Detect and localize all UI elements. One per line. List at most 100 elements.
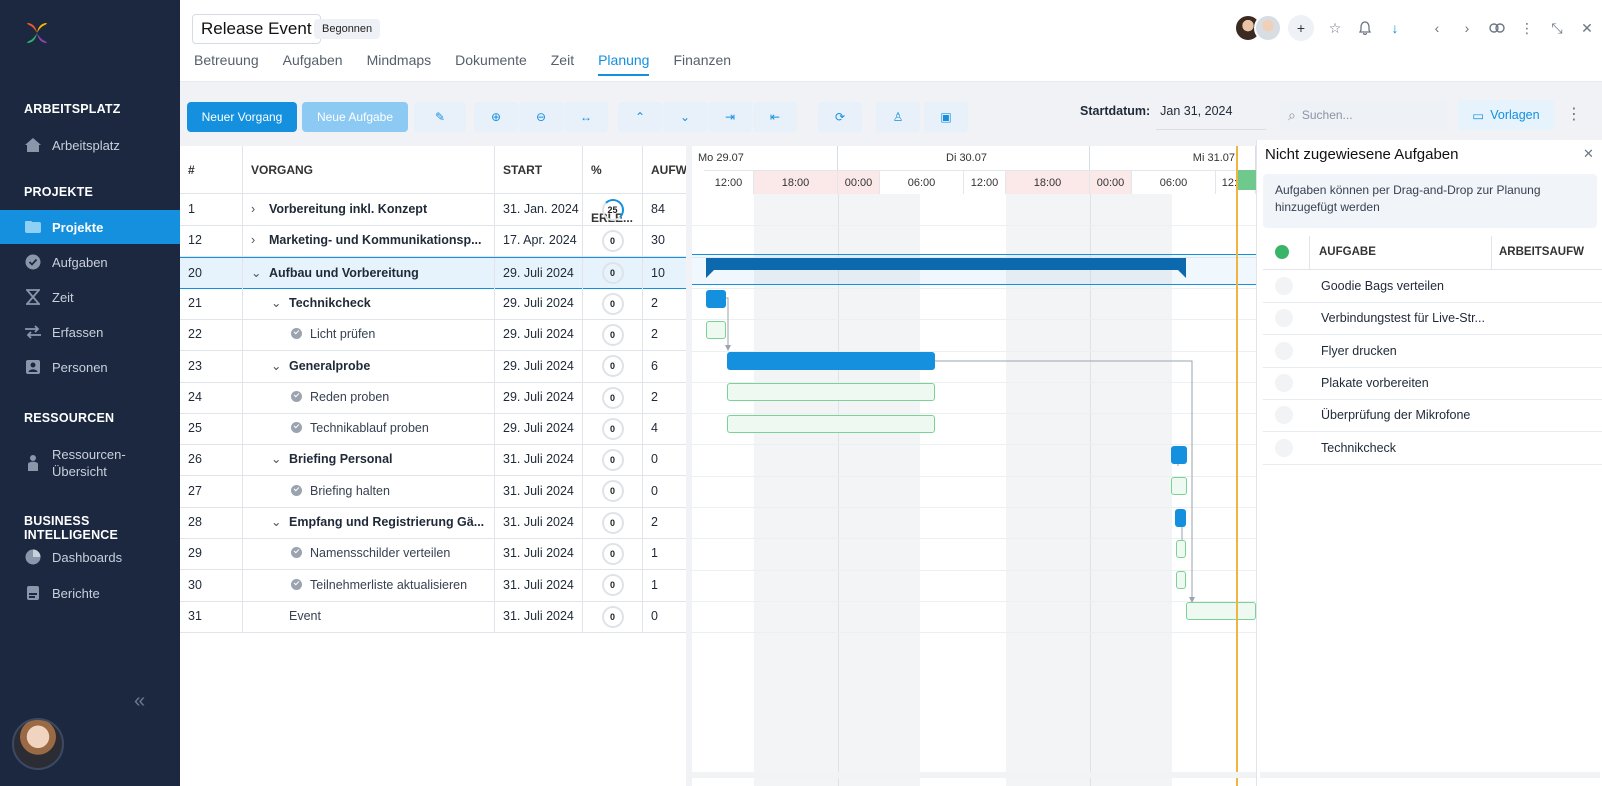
resource-icon[interactable]: ♙ bbox=[876, 102, 920, 132]
collapse-sidebar-icon[interactable]: « bbox=[134, 690, 146, 712]
start-date-input[interactable]: Jan 31, 2024 bbox=[1156, 104, 1267, 130]
task-bar-event[interactable] bbox=[1186, 602, 1256, 620]
cell-vorgang[interactable]: Licht prüfen bbox=[243, 319, 495, 351]
task-bar-technikablauf-proben[interactable] bbox=[727, 415, 935, 433]
task-bar-generalprobe[interactable] bbox=[727, 352, 935, 370]
cell-vorgang[interactable]: Event bbox=[243, 600, 495, 632]
tab-planung[interactable]: Planung bbox=[598, 52, 650, 76]
task-bar-reden-proben[interactable] bbox=[727, 383, 935, 401]
tab-finanzen[interactable]: Finanzen bbox=[673, 52, 732, 68]
more-vertical-icon[interactable]: ⋮ bbox=[1520, 19, 1534, 36]
column-header-vorgang[interactable]: VORGANG bbox=[243, 146, 495, 194]
more-vertical-icon[interactable]: ⋮ bbox=[1566, 106, 1582, 123]
table-row[interactable]: 22 Licht prüfen 29. Juli 2024 0 2 bbox=[180, 319, 686, 352]
new-task-button[interactable]: Neue Aufgabe bbox=[302, 102, 408, 132]
cell-vorgang[interactable]: Namensschilder verteilen bbox=[243, 538, 495, 570]
cell-vorgang[interactable]: Technikablauf proben bbox=[243, 413, 495, 445]
table-row[interactable]: 23 ⌄ Generalprobe 29. Juli 2024 0 6 bbox=[180, 350, 686, 383]
collapse-all-icon[interactable]: ⌃ bbox=[618, 102, 662, 132]
cell-vorgang[interactable]: ⌄ Generalprobe bbox=[243, 350, 495, 382]
task-bar-briefing-personal[interactable] bbox=[1171, 446, 1187, 464]
arrow-down-icon[interactable]: ↓ bbox=[1391, 20, 1399, 36]
column-header-number[interactable]: # bbox=[180, 146, 243, 194]
sidebar-item-berichte[interactable]: Berichte bbox=[0, 576, 180, 610]
chevron-down-icon[interactable]: ⌄ bbox=[271, 295, 282, 310]
app-logo-icon[interactable] bbox=[24, 20, 50, 46]
add-member-button[interactable]: + bbox=[1288, 15, 1314, 41]
check-all-icon[interactable] bbox=[1275, 245, 1289, 259]
zoom-out-icon[interactable]: ⊖ bbox=[519, 102, 563, 132]
task-bar-namensschilder[interactable] bbox=[1176, 540, 1186, 558]
edit-icon[interactable]: ✎ bbox=[414, 102, 466, 132]
expand-all-icon[interactable]: ⌄ bbox=[663, 102, 707, 132]
column-header-aufgabe[interactable]: AUFGABE bbox=[1319, 246, 1376, 258]
chevron-down-icon[interactable]: ⌄ bbox=[271, 515, 282, 529]
chevron-down-icon[interactable]: ⌄ bbox=[271, 452, 282, 467]
list-item[interactable]: Technikcheck bbox=[1263, 432, 1602, 465]
table-row[interactable]: 1 › Vorbereitung inkl. Konzept 31. Jan. 202… bbox=[180, 194, 686, 226]
sidebar-item-dashboards[interactable]: Dashboards bbox=[0, 540, 180, 574]
tab-zeit[interactable]: Zeit bbox=[550, 52, 575, 68]
task-bar-licht-pruefen[interactable] bbox=[706, 321, 726, 339]
column-header-aufwand[interactable]: AUFWA bbox=[643, 146, 686, 194]
star-icon[interactable]: ☆ bbox=[1328, 19, 1342, 36]
cell-vorgang[interactable]: ⌄ Empfang und Registrierung Gä... bbox=[243, 507, 495, 538]
table-row[interactable]: 30 Teilnehmerliste aktualisieren 31. Juli … bbox=[180, 569, 686, 602]
cell-vorgang[interactable]: › Vorbereitung inkl. Konzept bbox=[243, 194, 495, 225]
task-bar-teilnehmerliste[interactable] bbox=[1176, 571, 1186, 589]
list-item[interactable]: Verbindungstest für Live-Str... bbox=[1263, 302, 1602, 336]
table-row[interactable]: 24 Reden proben 29. Juli 2024 0 2 bbox=[180, 381, 686, 414]
table-row[interactable]: 25 Technikablauf proben 29. Juli 2024 0 4 bbox=[180, 413, 686, 446]
sidebar-item-zeit[interactable]: Zeit bbox=[0, 280, 180, 314]
fullscreen-icon[interactable]: ▣ bbox=[924, 102, 968, 132]
task-bar-technikcheck[interactable] bbox=[706, 290, 726, 308]
new-process-button[interactable]: Neuer Vorgang bbox=[187, 102, 297, 132]
cell-vorgang[interactable]: Teilnehmerliste aktualisieren bbox=[243, 569, 495, 601]
sidebar-item-ressourcen-uebersicht[interactable]: Ressourcen- Übersicht bbox=[0, 443, 180, 483]
user-avatar[interactable] bbox=[12, 718, 64, 770]
tab-aufgaben[interactable]: Aufgaben bbox=[282, 52, 343, 68]
chevron-right-icon[interactable]: › bbox=[251, 202, 256, 216]
list-item[interactable]: Flyer drucken bbox=[1263, 335, 1602, 368]
outdent-icon[interactable]: ⇤ bbox=[753, 102, 797, 132]
column-header-erledigt[interactable]: % ERLE... bbox=[583, 146, 643, 225]
task-check-icon[interactable] bbox=[291, 484, 302, 496]
sidebar-item-personen[interactable]: Personen bbox=[0, 350, 180, 384]
search-box[interactable]: ⌕ Suchen... bbox=[1280, 100, 1448, 130]
table-row[interactable]: 26 ⌄ Briefing Personal 31. Juli 2024 0 0 bbox=[180, 444, 686, 477]
summary-bar-aufbau[interactable] bbox=[706, 258, 1186, 270]
chevron-down-icon[interactable]: ⌄ bbox=[251, 265, 262, 280]
fit-width-icon[interactable]: ↔ bbox=[564, 102, 608, 132]
tab-mindmaps[interactable]: Mindmaps bbox=[366, 52, 432, 68]
table-row[interactable]: 27 Briefing halten 31. Juli 2024 0 0 bbox=[180, 475, 686, 508]
cell-vorgang[interactable]: ⌄ Briefing Personal bbox=[243, 444, 495, 476]
chevron-right-icon[interactable]: › bbox=[251, 233, 256, 248]
link-icon[interactable] bbox=[1482, 14, 1512, 42]
task-check-icon[interactable] bbox=[291, 328, 302, 340]
select-circle-icon[interactable] bbox=[1275, 309, 1293, 328]
zoom-in-icon[interactable]: ⊕ bbox=[474, 102, 518, 132]
templates-button[interactable]: ▭ Vorlagen bbox=[1458, 100, 1554, 130]
column-header-start[interactable]: START bbox=[495, 146, 583, 194]
bell-icon[interactable] bbox=[1350, 14, 1380, 42]
list-item[interactable]: Überprüfung der Mikrofone bbox=[1263, 399, 1602, 433]
task-bar-briefing-halten[interactable] bbox=[1171, 477, 1187, 495]
cell-vorgang[interactable]: Reden proben bbox=[243, 381, 495, 413]
tab-dokumente[interactable]: Dokumente bbox=[455, 52, 527, 68]
cell-vorgang[interactable]: Briefing halten bbox=[243, 475, 495, 507]
shrink-icon[interactable]: ⤡ bbox=[1551, 19, 1563, 36]
close-icon[interactable]: ✕ bbox=[1583, 146, 1594, 161]
select-circle-icon[interactable] bbox=[1275, 277, 1293, 295]
indent-icon[interactable]: ⇥ bbox=[708, 102, 752, 132]
cell-vorgang[interactable]: › Marketing- und Kommunikationsp... bbox=[243, 225, 495, 257]
list-item[interactable]: Plakate vorbereiten bbox=[1263, 367, 1602, 400]
table-row[interactable]: 12 › Marketing- und Kommunikationsp... 17. … bbox=[180, 225, 686, 258]
close-icon[interactable]: ✕ bbox=[1581, 19, 1593, 36]
select-circle-icon[interactable] bbox=[1275, 373, 1293, 392]
gantt-scrollbar[interactable] bbox=[692, 772, 1256, 778]
chevron-right-icon[interactable]: › bbox=[1464, 20, 1470, 36]
task-bar-empfang[interactable] bbox=[1175, 509, 1186, 527]
sidebar-item-aufgaben[interactable]: Aufgaben bbox=[0, 245, 180, 279]
status-badge[interactable]: Begonnen bbox=[314, 19, 381, 39]
panel-scrollbar[interactable] bbox=[1260, 772, 1600, 778]
